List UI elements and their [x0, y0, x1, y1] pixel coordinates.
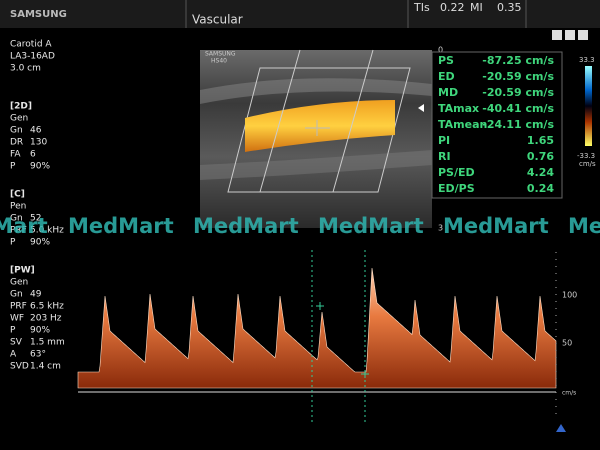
mi-value: 0.35 [497, 1, 522, 14]
b-mode-image [200, 49, 432, 228]
measurement-label: PI [438, 134, 450, 147]
brand: SAMSUNG [10, 9, 67, 20]
image-brand: SAMSUNG [205, 51, 236, 58]
setting-label: SVD [10, 362, 29, 372]
measurement-label: TAmean [438, 118, 487, 131]
preset: Vascular [192, 13, 243, 27]
setting-label: A [10, 350, 17, 360]
setting-label: Gn [10, 214, 23, 224]
measurement-value: 1.65 [527, 134, 554, 147]
setting-value: 5.0 kHz [30, 226, 64, 236]
watermarks: MedMart MedMart MedMart MedMart MedMart MedMa… [0, 214, 600, 238]
setting-value: 1.4 cm [30, 362, 61, 372]
color-bar [585, 66, 592, 146]
watermark: MedMart [68, 214, 174, 238]
watermark: MedMart [318, 214, 424, 238]
setting-value: 130 [30, 138, 47, 148]
measurement-value: -40.41 cm/s [482, 102, 554, 115]
setting-value: 203 Hz [30, 314, 62, 324]
setting-label: Gen [10, 114, 28, 124]
doppler-spectrum [77, 267, 557, 389]
top-bar [0, 0, 600, 28]
measurement-label: ED [438, 70, 455, 83]
setting-label: DR [10, 138, 23, 148]
setting-value: 63° [30, 350, 46, 360]
setting-value: 6.5 kHz [30, 302, 64, 312]
setting-label: FA [10, 150, 21, 160]
setting-label: Gen [10, 278, 28, 288]
setting-label: P [10, 238, 16, 248]
tis-value: 0.22 [440, 1, 465, 14]
color-unit: cm/s [579, 160, 596, 168]
setting-title: [C] [10, 190, 25, 200]
setting-value: 52 [30, 214, 41, 224]
marker [556, 424, 566, 432]
spectral-unit: cm/s [562, 390, 576, 397]
measurement-value: -24.11 cm/s [482, 118, 554, 131]
watermark: MedMart [568, 214, 600, 238]
spectrum-fill [77, 267, 557, 389]
setting-label: WF [10, 314, 24, 324]
watermark: MedMart [443, 214, 549, 238]
setting-label: P [10, 326, 16, 336]
setting-label: Pen [10, 202, 26, 212]
watermark: MedMart [193, 214, 299, 238]
measurement-value: 0.24 [527, 182, 554, 195]
marker [418, 104, 424, 112]
measurement-list: PS -87.25 cm/sED -20.59 cm/sMD -20.59 cm/sT… [438, 54, 554, 195]
setting-label: SV [10, 338, 23, 348]
setting-value: 49 [30, 290, 42, 300]
setting-value: 46 [30, 126, 42, 136]
status-icons [552, 30, 588, 40]
mi-label: MI [470, 1, 483, 14]
setting-value: 6 [30, 150, 36, 160]
setting-label: Gn [10, 126, 23, 136]
setting-value: 90% [30, 162, 50, 172]
measurement-label: PS/ED [438, 166, 475, 179]
measurement-label: PS [438, 54, 454, 67]
setting-label: PRF [10, 302, 27, 312]
measurement-label: RI [438, 150, 451, 163]
measurement-box [431, 51, 563, 199]
setting-value: 1.5 mm [30, 338, 65, 348]
setting-label: Gn [10, 290, 23, 300]
depth-bottom: 3 [438, 224, 443, 233]
setting-title: [2D] [10, 102, 32, 112]
exam: Carotid A [10, 40, 52, 50]
measurement-value: -87.25 cm/s [482, 54, 554, 67]
color-max: 33.3 [579, 56, 595, 64]
setting-title: [PW] [10, 266, 35, 276]
measurement-label: MD [438, 86, 458, 99]
setting-value: 90% [30, 238, 50, 248]
setting-value: 90% [30, 326, 50, 336]
measurement-value: 4.24 [527, 166, 554, 179]
cursor-mark [316, 302, 369, 378]
depth: 3.0 cm [10, 64, 41, 74]
spectral-tick: 100 [562, 291, 577, 300]
tis-label: TIs [413, 1, 430, 14]
transducer: LA3-16AD [10, 52, 55, 62]
setting-label: P [10, 162, 16, 172]
measurement-value: -20.59 cm/s [482, 70, 554, 83]
spectral-tick: 50 [562, 339, 572, 348]
measurement-value: 0.76 [527, 150, 554, 163]
measurement-label: ED/PS [438, 182, 475, 195]
watermark: MedMart [0, 214, 48, 238]
depth-top: 0 [438, 46, 443, 55]
measurement-label: TAmax [438, 102, 479, 115]
setting-label: PRF [10, 226, 27, 236]
measurement-value: -20.59 cm/s [482, 86, 554, 99]
color-min: -33.3 [577, 152, 595, 160]
image-model: HS40 [211, 58, 227, 65]
